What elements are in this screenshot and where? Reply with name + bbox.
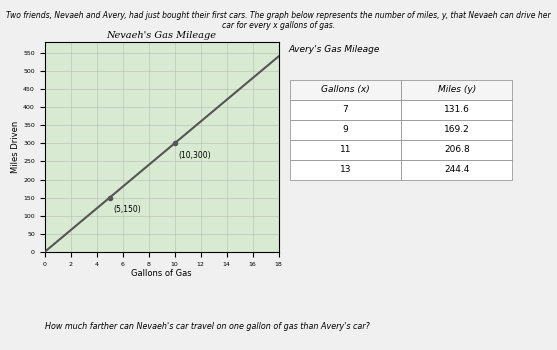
Title: Nevaeh's Gas Mileage: Nevaeh's Gas Mileage	[106, 31, 217, 40]
Text: Two friends, Nevaeh and Avery, had just bought their first cars. The graph below: Two friends, Nevaeh and Avery, had just …	[6, 10, 551, 30]
X-axis label: Gallons of Gas: Gallons of Gas	[131, 270, 192, 279]
Text: (10,300): (10,300)	[178, 151, 211, 160]
Y-axis label: Miles Driven: Miles Driven	[11, 121, 20, 173]
Text: How much farther can Nevaeh's car travel on one gallon of gas than Avery's car?: How much farther can Nevaeh's car travel…	[45, 322, 369, 331]
Text: Avery's Gas Mileage: Avery's Gas Mileage	[289, 46, 380, 55]
Text: (5,150): (5,150)	[114, 205, 141, 214]
